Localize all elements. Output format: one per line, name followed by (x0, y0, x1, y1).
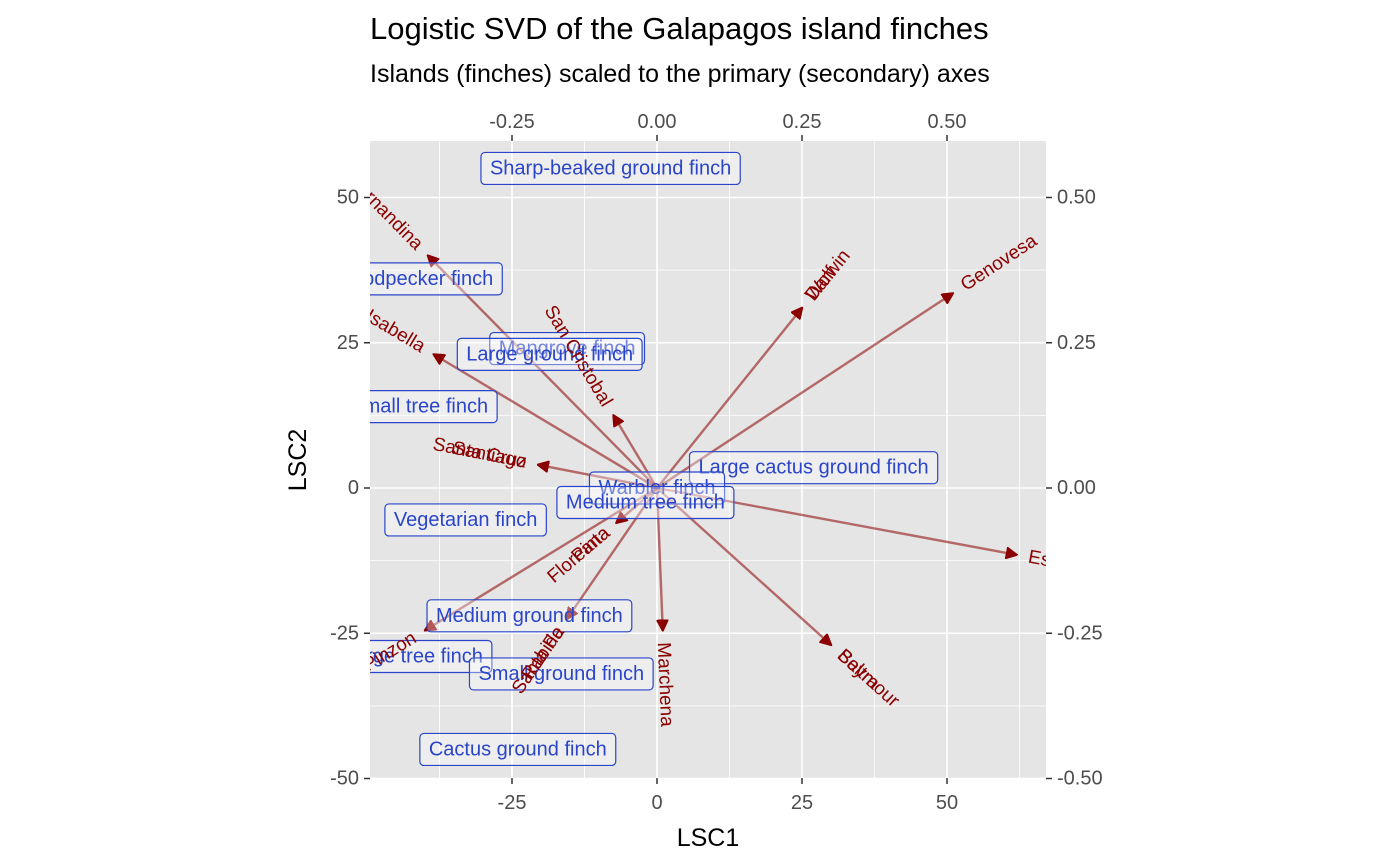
y-tick-label: -50 (330, 768, 359, 790)
finch-label-box (370, 262, 503, 296)
finch-label: Vegetarian finch (384, 503, 547, 537)
island-label: Marchena (653, 642, 677, 728)
finch-label: Woodpecker finch (334, 262, 503, 296)
finch-label-text: Small ground finch (478, 663, 644, 685)
secondary-y-tick-label: -0.25 (1057, 622, 1103, 644)
secondary-x-tick-label: -0.25 (489, 111, 535, 133)
finch-label: Large ground finch (456, 337, 643, 371)
island-arrow (656, 486, 1017, 555)
finch-label: Small ground finch (468, 657, 654, 691)
x-tick-label: -25 (498, 792, 527, 814)
finch-label: Medium ground finch (426, 599, 633, 633)
finch-label-box (370, 639, 493, 674)
finch-label: Cactus ground finch (419, 732, 617, 767)
secondary-y-tick-label: 0.50 (1057, 187, 1096, 209)
axes: -25 0 25 50 -50 -25 0 25 50 -0.25 0.00 0.25 0.50 -0.5… (330, 111, 1103, 814)
finch-label-box (426, 599, 633, 633)
finch-label-box (588, 471, 726, 505)
island-arrow (425, 486, 658, 630)
finch-label-text: Vegetarian finch (394, 509, 537, 531)
finch-label-box (370, 390, 498, 424)
y-tick-label: 25 (337, 332, 359, 354)
finch-label-box (556, 485, 735, 520)
secondary-x-tick-label: 0.50 (928, 111, 967, 133)
finch-label-text: Large cactus ground finch (699, 457, 929, 479)
finch-label: Large tree finch (344, 639, 493, 674)
finch-label-text: Large ground finch (466, 343, 633, 365)
chart-subtitle: Islands (finches) scaled to the primary … (370, 60, 990, 88)
chart-title: Logistic SVD of the Galapagos island fin… (370, 11, 989, 46)
finch-label-box (456, 337, 643, 371)
island-arrow (655, 487, 663, 630)
finch-label-text: Mangrove finch (499, 338, 636, 360)
secondary-y-tick-label: -0.50 (1057, 768, 1103, 790)
y-tick-label: -25 (330, 622, 359, 644)
finch-labels: Sharp-beaked ground finch Woodpecker finc… (334, 151, 939, 767)
finch-label-box (489, 331, 646, 366)
finch-label: Small tree finch (350, 390, 498, 424)
finch-label: Sharp-beaked ground finch (480, 151, 741, 186)
island-arrow (434, 354, 658, 490)
finch-label-box (468, 657, 654, 691)
finch-label-text: Medium tree finch (566, 492, 725, 514)
secondary-x-tick-label: 0.00 (638, 111, 677, 133)
island-arrow (656, 293, 953, 490)
finch-label-text: Sharp-beaked ground finch (490, 157, 731, 179)
finch-label-box (480, 151, 741, 186)
finch-label-text: Medium ground finch (436, 605, 623, 627)
finch-label: Large cactus ground finch (688, 451, 939, 485)
secondary-y-tick-label: 0.00 (1057, 477, 1096, 499)
finch-label-text: Cactus ground finch (429, 738, 607, 760)
x-tick-label: 0 (651, 792, 662, 814)
finch-label-box (688, 451, 939, 485)
y-axis-title: LSC2 (284, 429, 312, 492)
finch-label-text: Warbler finch (598, 477, 715, 499)
island-arrow (616, 487, 658, 523)
secondary-y-tick-label: 0.25 (1057, 332, 1096, 354)
grid-lines (370, 141, 1046, 778)
secondary-x-tick-label: 0.25 (783, 111, 822, 133)
island-arrow (656, 308, 802, 489)
x-tick-label: 50 (936, 792, 958, 814)
plot-panel (370, 141, 1046, 778)
y-tick-label: 50 (337, 187, 359, 209)
finch-label: Medium tree finch (556, 485, 735, 520)
finch-label: Mangrove finch (489, 331, 646, 366)
finch-label-text: Small tree finch (350, 396, 488, 418)
finch-label-text: Large tree finch (344, 645, 483, 667)
island-arrow (614, 415, 659, 489)
island-arrow (567, 487, 658, 619)
finch-label: Warbler finch (588, 471, 726, 505)
island-arrow (656, 487, 831, 645)
x-axis-title: LSC1 (677, 824, 740, 852)
island-arrows (425, 256, 1017, 645)
x-tick-label: 25 (791, 792, 813, 814)
finch-label-box (384, 503, 547, 537)
finch-label-text: Woodpecker finch (334, 268, 494, 290)
y-tick-label: 0 (348, 477, 359, 499)
finch-label-box (419, 732, 617, 767)
island-arrow (538, 465, 658, 490)
